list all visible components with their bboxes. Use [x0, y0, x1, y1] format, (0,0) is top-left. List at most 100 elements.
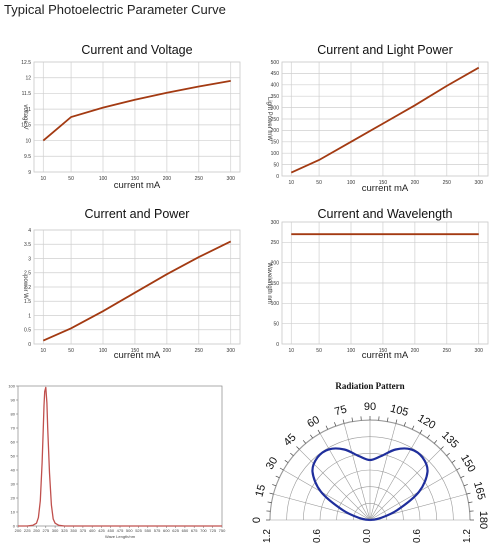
chart-title: Current and Power [85, 207, 190, 221]
polar-spoke [369, 469, 457, 521]
y-axis-label: Light Power mW [266, 97, 272, 141]
x-tick-label: 100 [99, 348, 108, 354]
radial-tick-label: 1.2 [262, 529, 273, 543]
x-tick-label: 625 [172, 528, 179, 533]
x-tick-label: 425 [98, 528, 105, 533]
polar-minor-tick [466, 492, 471, 495]
polar-minor-tick [456, 467, 461, 471]
radiation-pattern-curve [311, 447, 429, 522]
x-tick-label: 100 [99, 176, 108, 182]
angle-tick-label: 90 [364, 401, 376, 413]
y-tick-label: 9 [28, 170, 31, 176]
y-tick-label: 70 [11, 426, 16, 431]
x-tick-label: 150 [379, 348, 388, 354]
x-tick-label: 675 [191, 528, 198, 533]
polar-minor-tick [296, 446, 300, 450]
polar-minor-tick [269, 492, 274, 495]
chart-title: Current and Voltage [81, 43, 192, 57]
x-axis-label: Wave Length/nm [105, 534, 136, 539]
x-tick-label: 250 [195, 176, 204, 182]
polar-minor-tick [279, 467, 284, 471]
x-tick-label: 275 [42, 528, 49, 533]
radial-tick-label: 1.2 [462, 529, 473, 543]
polar-minor-tick [334, 422, 337, 427]
y-tick-label: 300 [271, 220, 280, 226]
line-chart-3: 0 0.5 1 1.5 2 2.5 3 3.5 4 10 50 100 150 200 250 300 Curr… [22, 207, 241, 361]
y-axis-label: Wavelength nm [266, 262, 272, 303]
polar-minor-tick [342, 419, 345, 424]
polar-minor-tick [317, 429, 321, 434]
y-tick-label: 100 [271, 301, 280, 307]
page-title: Typical Photoelectric Parameter Curve [4, 2, 226, 17]
polar-minor-tick [451, 460, 456, 463]
x-tick-label: 10 [288, 348, 294, 354]
line-chart-2: 0 50 100 150 200 250 300 350 400 450 500 10 50 100 150… [266, 43, 489, 194]
y-tick-label: 3 [28, 256, 31, 262]
angle-tick-label: 120 [416, 412, 438, 432]
series-line [290, 66, 480, 174]
y-tick-label: 12.5 [21, 60, 31, 66]
radial-tick-label: 0.6 [412, 529, 423, 543]
polar-minor-tick [302, 440, 306, 444]
polar-minor-tick [440, 446, 444, 450]
y-tick-label: 150 [271, 281, 280, 287]
x-tick-label: 200 [411, 180, 420, 186]
x-tick-label: 50 [316, 348, 322, 354]
spectrum-chart: 0 10 20 30 40 50 60 70 80 90 100 200 225 250 275 300 325… [8, 384, 226, 540]
y-tick-label: 450 [271, 71, 280, 77]
y-tick-label: 200 [271, 260, 280, 266]
x-tick-label: 50 [68, 176, 74, 182]
polar-minor-tick [284, 460, 289, 463]
y-tick-label: 400 [271, 83, 280, 89]
x-tick-label: 300 [475, 348, 484, 354]
polar-minor-tick [310, 434, 313, 439]
y-tick-label: 11 [26, 107, 31, 113]
y-tick-label: 10 [25, 138, 31, 144]
y-tick-label: 1 [28, 313, 31, 319]
y-tick-label: 80 [11, 412, 16, 417]
chart-title: Current and Wavelength [317, 207, 452, 221]
y-tick-label: 0 [276, 342, 279, 348]
polar-minor-tick [446, 452, 450, 456]
polar-minor-tick [325, 425, 329, 430]
y-tick-label: 11.5 [22, 91, 32, 97]
polar-minor-tick [419, 429, 423, 434]
polar-spoke [283, 469, 371, 521]
angle-tick-label: 0 [251, 517, 263, 523]
x-axis-label: current mA [114, 180, 161, 191]
polar-spoke [299, 449, 371, 521]
line-chart-4: 0 50 100 150 200 250 300 10 50 100 150 200 250 300 Cur… [266, 207, 489, 361]
radial-tick-label: 0.0 [362, 529, 373, 543]
plot-area [17, 385, 223, 527]
x-tick-label: 375 [80, 528, 87, 533]
x-tick-label: 200 [15, 528, 22, 533]
x-axis-label: current mA [362, 350, 409, 361]
x-tick-label: 525 [135, 528, 142, 533]
y-tick-label: 2.5 [24, 271, 31, 277]
y-tick-label: 3.5 [24, 242, 31, 248]
polar-minor-tick [395, 419, 398, 424]
angle-tick-label: 150 [458, 453, 478, 475]
y-tick-label: 250 [271, 240, 280, 246]
plot-area [33, 61, 241, 173]
spectrum-line [18, 386, 222, 527]
x-tick-label: 100 [347, 180, 356, 186]
polar-spoke [343, 423, 371, 521]
x-axis-label: current mA [362, 183, 409, 194]
x-tick-label: 250 [443, 180, 452, 186]
x-tick-label: 250 [33, 528, 40, 533]
x-tick-label: 300 [475, 180, 484, 186]
polar-spoke [319, 433, 371, 521]
x-tick-label: 150 [131, 348, 140, 354]
series-line [42, 240, 232, 342]
polar-minor-tick [468, 501, 473, 503]
y-tick-label: 90 [11, 398, 16, 403]
polar-minor-tick [351, 417, 353, 422]
x-tick-label: 100 [347, 348, 356, 354]
y-tick-label: 0 [13, 524, 16, 529]
line-chart-1: 9 9.5 10 10.5 11 11.5 12 12.5 10 50 100 150 200 250 30… [21, 43, 241, 191]
angle-tick-label: 45 [282, 432, 299, 449]
x-tick-label: 300 [227, 176, 236, 182]
angle-tick-label: 165 [471, 480, 487, 501]
